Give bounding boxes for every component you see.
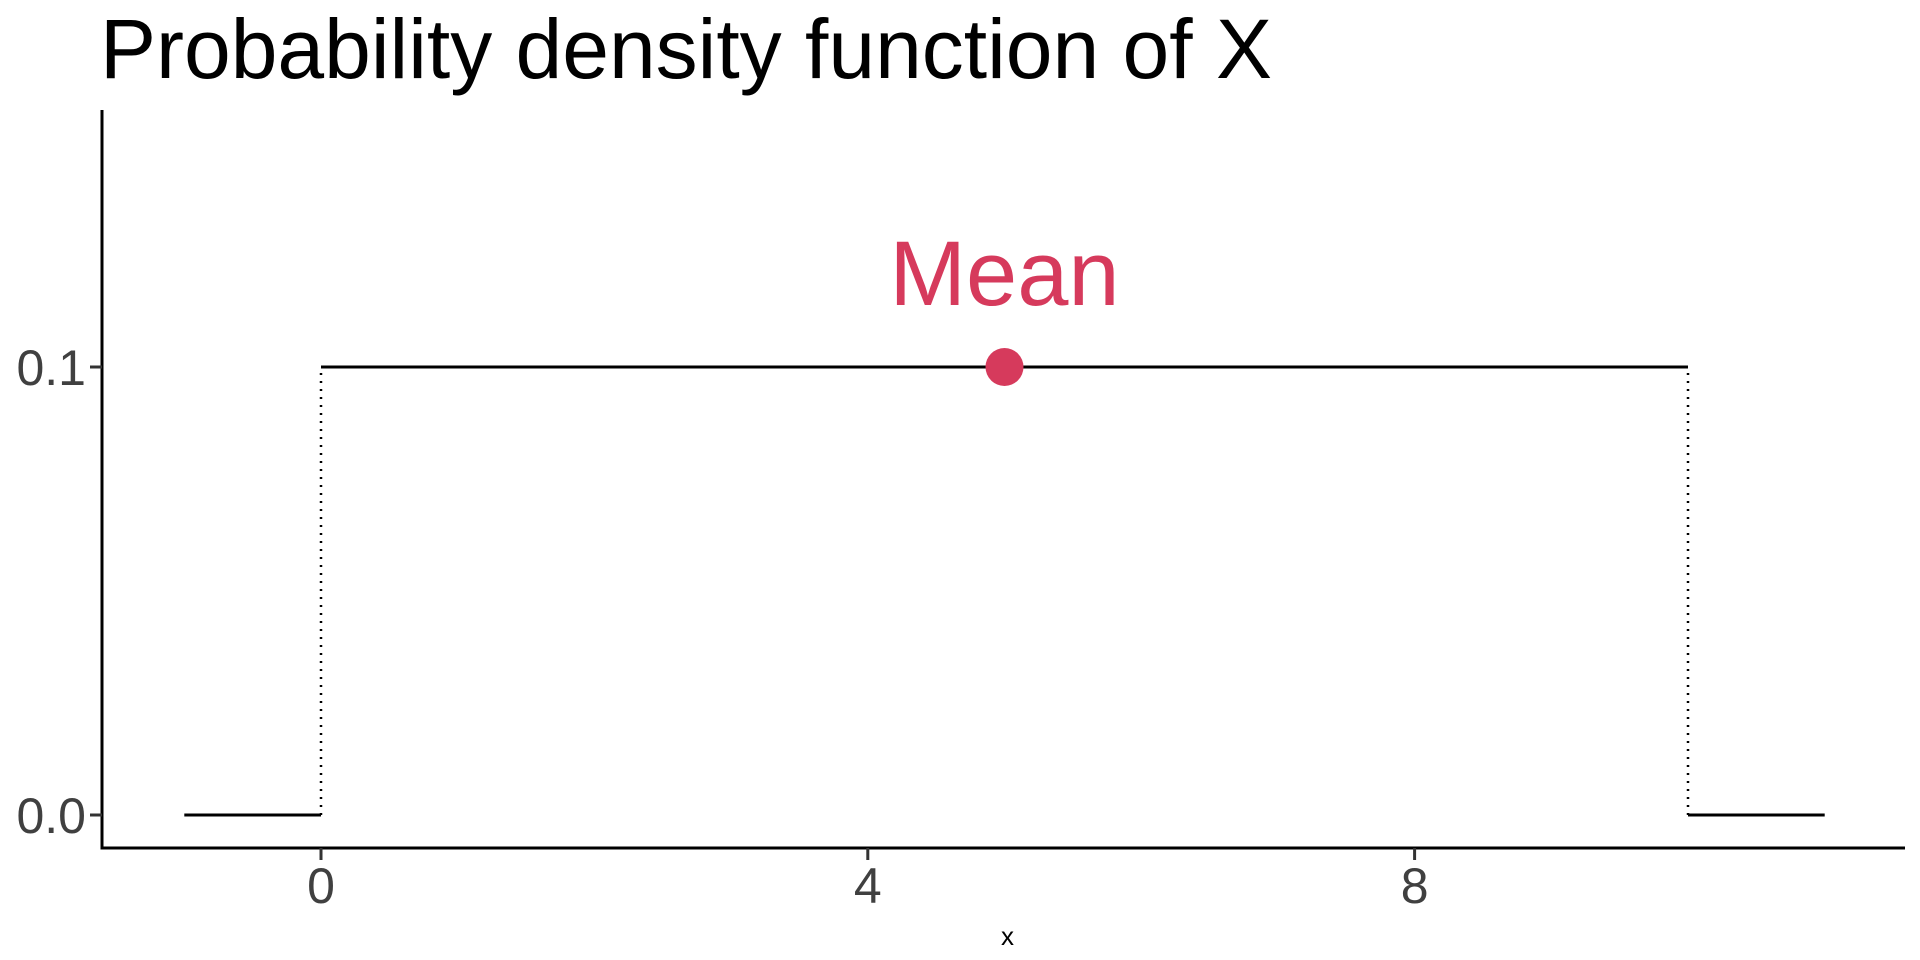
x-tick-label: 0: [307, 858, 335, 914]
x-tick-label: 4: [854, 858, 882, 914]
x-tick-label: 8: [1401, 858, 1429, 914]
x-axis-label: x: [1001, 921, 1014, 951]
y-tick-label: 0.0: [16, 788, 86, 844]
axis-ticks: 0 4 8 0.0 0.1: [16, 340, 1428, 914]
mean-point: [985, 348, 1024, 386]
chart-title: Probability density function of X: [100, 2, 1272, 96]
y-tick-label: 0.1: [16, 340, 86, 396]
plot-area: Mean: [184, 223, 1825, 817]
mean-label: Mean: [889, 223, 1119, 325]
